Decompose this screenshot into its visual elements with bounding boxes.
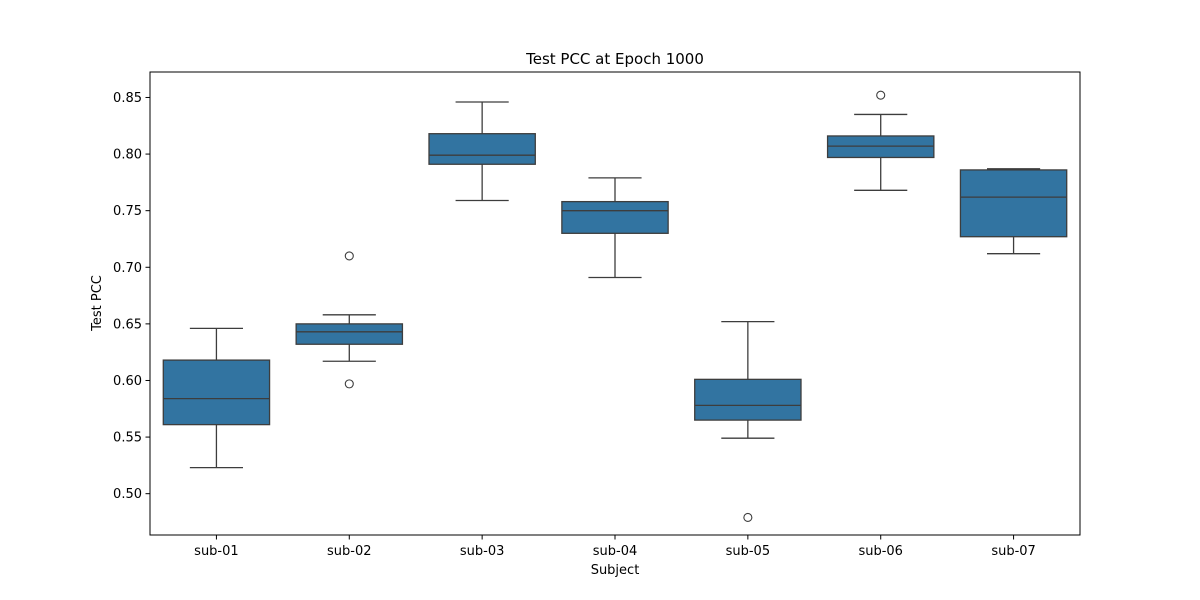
y-tick-label: 0.70 [113,261,142,276]
plot-frame [149,71,1081,536]
x-tick-label: sub-05 [726,544,771,559]
x-tick-label: sub-02 [327,544,372,559]
x-axis-label: Subject [591,563,640,578]
box-iqr [959,169,1068,238]
x-tick-label: sub-07 [991,544,1036,559]
box-iqr [162,359,271,426]
box-iqr [561,200,669,234]
box-iqr [428,133,536,165]
x-tick-label: sub-03 [460,544,505,559]
y-tick-label: 0.50 [113,487,142,502]
box-iqr [295,323,404,345]
y-tick-label: 0.65 [113,317,142,332]
y-tick-label: 0.85 [113,91,142,106]
y-tick-label: 0.55 [113,431,142,446]
y-tick-label: 0.60 [113,374,142,389]
box-iqr [694,378,802,421]
chart-title: Test PCC at Epoch 1000 [525,50,704,68]
y-tick-label: 0.75 [113,204,142,219]
x-tick-label: sub-01 [194,544,239,559]
x-tick-label: sub-06 [858,544,903,559]
y-axis-label: Test PCC [90,275,105,332]
x-tick-label: sub-04 [593,544,638,559]
outlier-point [743,512,753,523]
outlier-point [876,90,886,100]
outlier-point [344,379,354,389]
plot-area: 0.50 0.55 0.60 0.65 0.70 0.75 0.80 0.85 sub-01 su… [113,71,1081,559]
outlier-point [344,251,354,261]
y-tick-label: 0.80 [113,148,142,163]
